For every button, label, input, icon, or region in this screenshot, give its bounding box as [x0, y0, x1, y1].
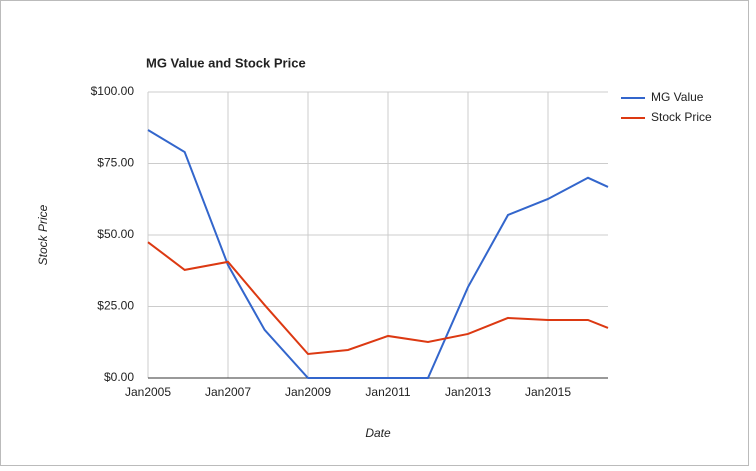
y-tick-label: $100.00 — [91, 84, 135, 98]
y-tick-label: $25.00 — [97, 299, 134, 313]
series-line — [147, 241, 609, 356]
chart-title: MG Value and Stock Price — [146, 55, 306, 70]
legend-label: Stock Price — [651, 110, 712, 124]
x-axis-label: Date — [365, 426, 391, 440]
x-tick-label: Jan2011 — [365, 385, 410, 399]
x-tick-label: Jan2007 — [205, 385, 251, 399]
x-tick-label: Jan2015 — [525, 385, 571, 399]
y-axis-label: Stock Price — [36, 204, 50, 265]
x-tick-label: Jan2013 — [445, 385, 491, 399]
series-line — [147, 129, 609, 379]
legend-label: MG Value — [651, 90, 704, 104]
x-tick-label: Jan2009 — [285, 385, 331, 399]
x-tick-label: Jan2005 — [125, 385, 171, 399]
y-tick-label: $0.00 — [104, 370, 134, 384]
y-tick-label: $75.00 — [97, 156, 134, 170]
y-tick-label: $50.00 — [97, 227, 134, 241]
